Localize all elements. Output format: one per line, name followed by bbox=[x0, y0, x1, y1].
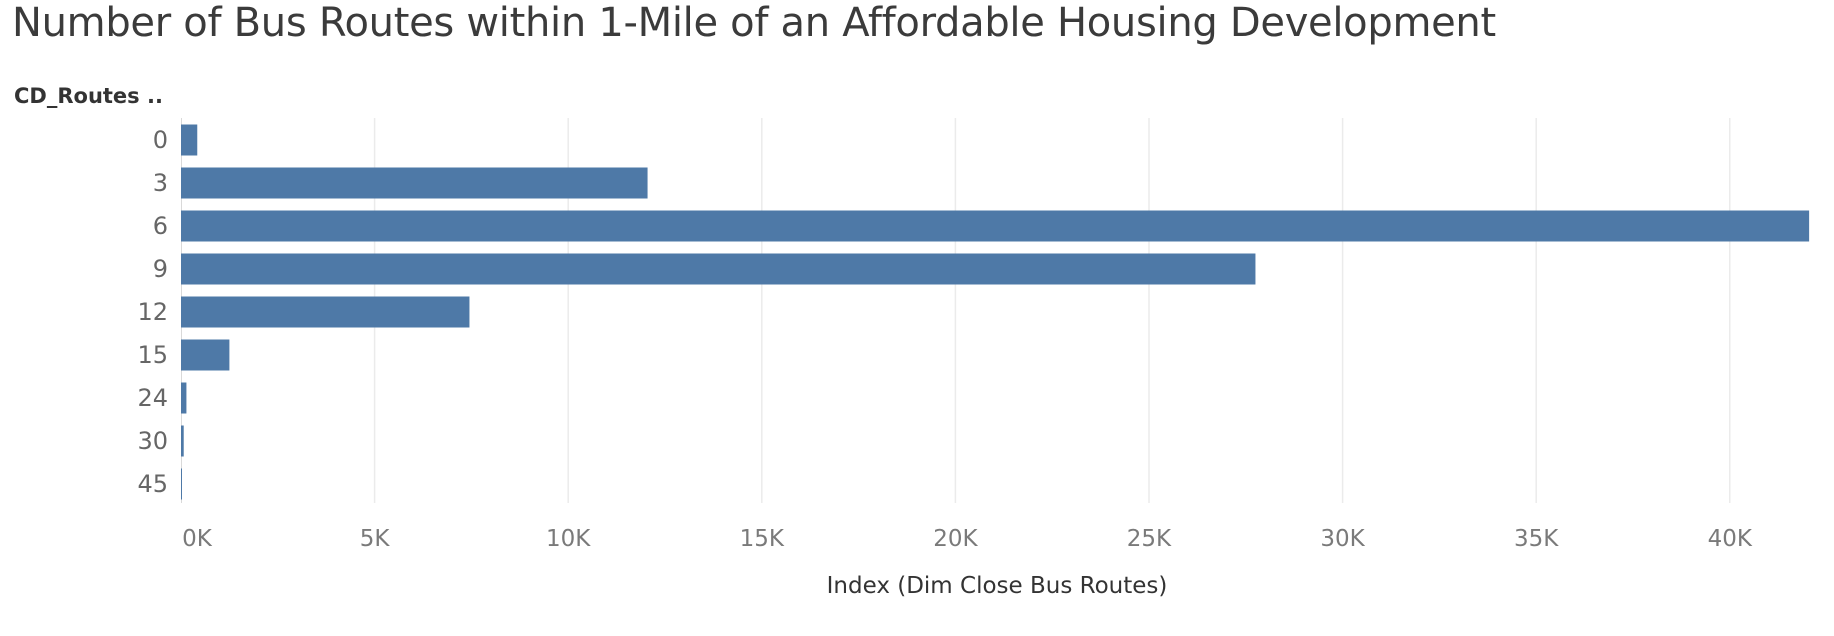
y-tick-label: 45 bbox=[137, 470, 168, 498]
bar-30 bbox=[181, 425, 184, 457]
y-tick-label: 9 bbox=[153, 255, 168, 283]
x-tick-label: 35K bbox=[1514, 526, 1559, 552]
row-header: CD_Routes .. bbox=[14, 84, 163, 108]
x-tick-label: 0K bbox=[182, 526, 213, 552]
y-tick-label: 30 bbox=[137, 427, 168, 455]
x-tick-label: 25K bbox=[1127, 526, 1172, 552]
bar-45 bbox=[181, 468, 182, 500]
y-tick-label: 24 bbox=[137, 384, 168, 412]
x-axis-label: Index (Dim Close Bus Routes) bbox=[826, 573, 1168, 599]
bar-3 bbox=[181, 167, 648, 199]
bar-6 bbox=[181, 210, 1810, 242]
y-tick-label: 0 bbox=[153, 126, 168, 154]
bar-24 bbox=[181, 382, 187, 414]
y-tick-label: 12 bbox=[137, 298, 168, 326]
y-tick-label: 15 bbox=[137, 341, 168, 369]
x-tick-label: 10K bbox=[546, 526, 591, 552]
x-tick-label: 15K bbox=[740, 526, 785, 552]
x-tick-label: 30K bbox=[1320, 526, 1365, 552]
chart-title: Number of Bus Routes within 1-Mile of an… bbox=[12, 0, 1496, 46]
bar-9 bbox=[181, 253, 1256, 285]
bar-15 bbox=[181, 339, 230, 371]
x-tick-label: 40K bbox=[1708, 526, 1753, 552]
x-tick-label: 5K bbox=[360, 526, 391, 552]
bar-12 bbox=[181, 296, 470, 328]
y-tick-label: 6 bbox=[153, 212, 168, 240]
y-tick-label: 3 bbox=[153, 169, 168, 197]
x-tick-label: 20K bbox=[933, 526, 978, 552]
bar-0 bbox=[181, 124, 198, 156]
